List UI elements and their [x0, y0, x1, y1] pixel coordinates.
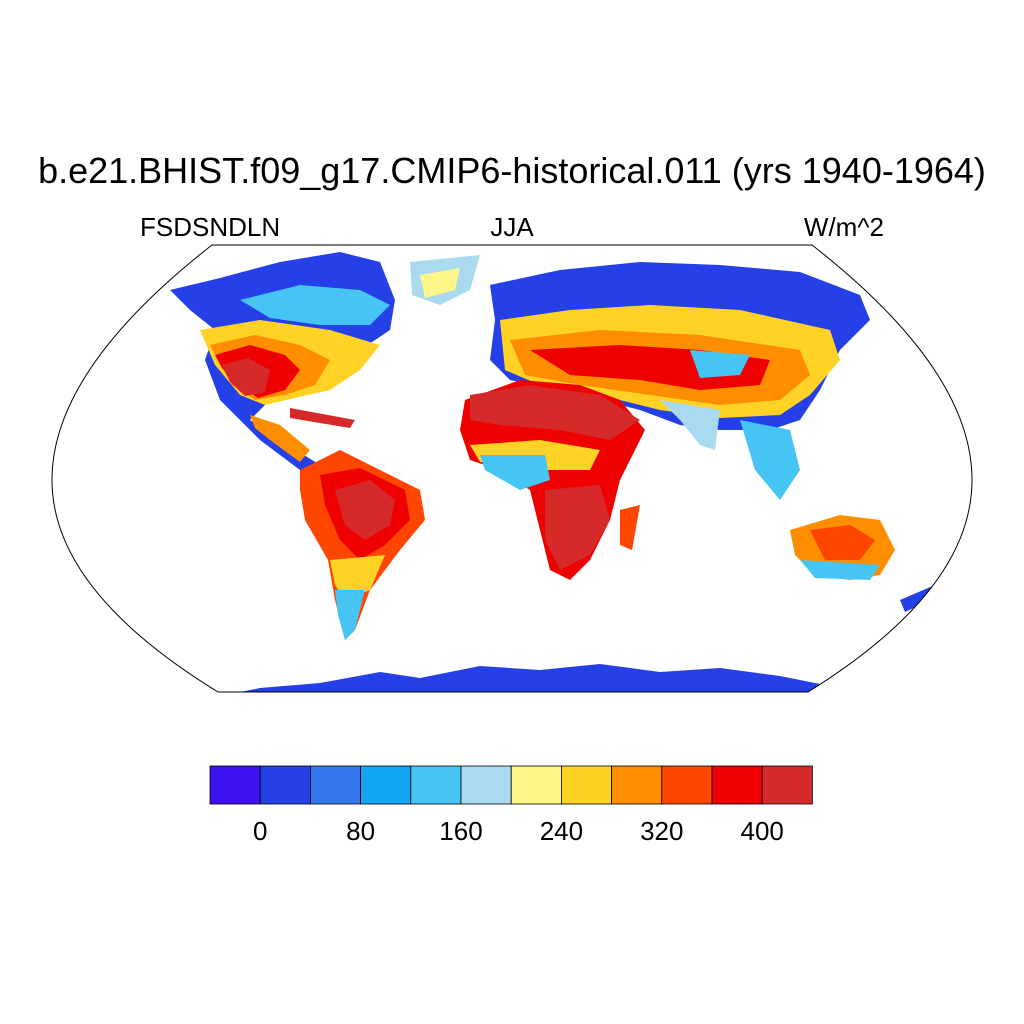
colorbar-swatch	[460, 765, 512, 805]
colorbar-swatch	[661, 765, 713, 805]
colorbar-tick-label: 160	[439, 816, 482, 846]
land-fill	[170, 252, 935, 692]
colorbar-tick-labels: 0 80 160 240 320 400	[253, 816, 784, 846]
colorbar-swatch	[259, 765, 311, 805]
colorbar-swatch	[711, 765, 763, 805]
colorbar-swatch	[561, 765, 613, 805]
colorbar-swatch	[761, 765, 813, 805]
colorbar-swatch	[360, 765, 412, 805]
colorbar-tick-label: 80	[346, 816, 375, 846]
colorbar-tick-label: 0	[253, 816, 267, 846]
colorbar-tick-label: 400	[741, 816, 784, 846]
colorbar-tick-label: 320	[640, 816, 683, 846]
plot-title: b.e21.BHIST.f09_g17.CMIP6-historical.011…	[38, 150, 986, 191]
colorbar-swatch	[309, 765, 361, 805]
colorbar-swatch	[611, 765, 663, 805]
colorbar-swatches	[209, 765, 813, 805]
colorbar-swatch	[209, 765, 261, 805]
season-label: JJA	[490, 212, 534, 242]
colorbar-swatch	[510, 765, 562, 805]
units-label: W/m^2	[803, 212, 884, 242]
colorbar-tick-label: 240	[540, 816, 583, 846]
variable-label: FSDSNDLN	[140, 212, 281, 242]
colorbar-swatch	[410, 765, 462, 805]
map-border	[51, 244, 973, 693]
